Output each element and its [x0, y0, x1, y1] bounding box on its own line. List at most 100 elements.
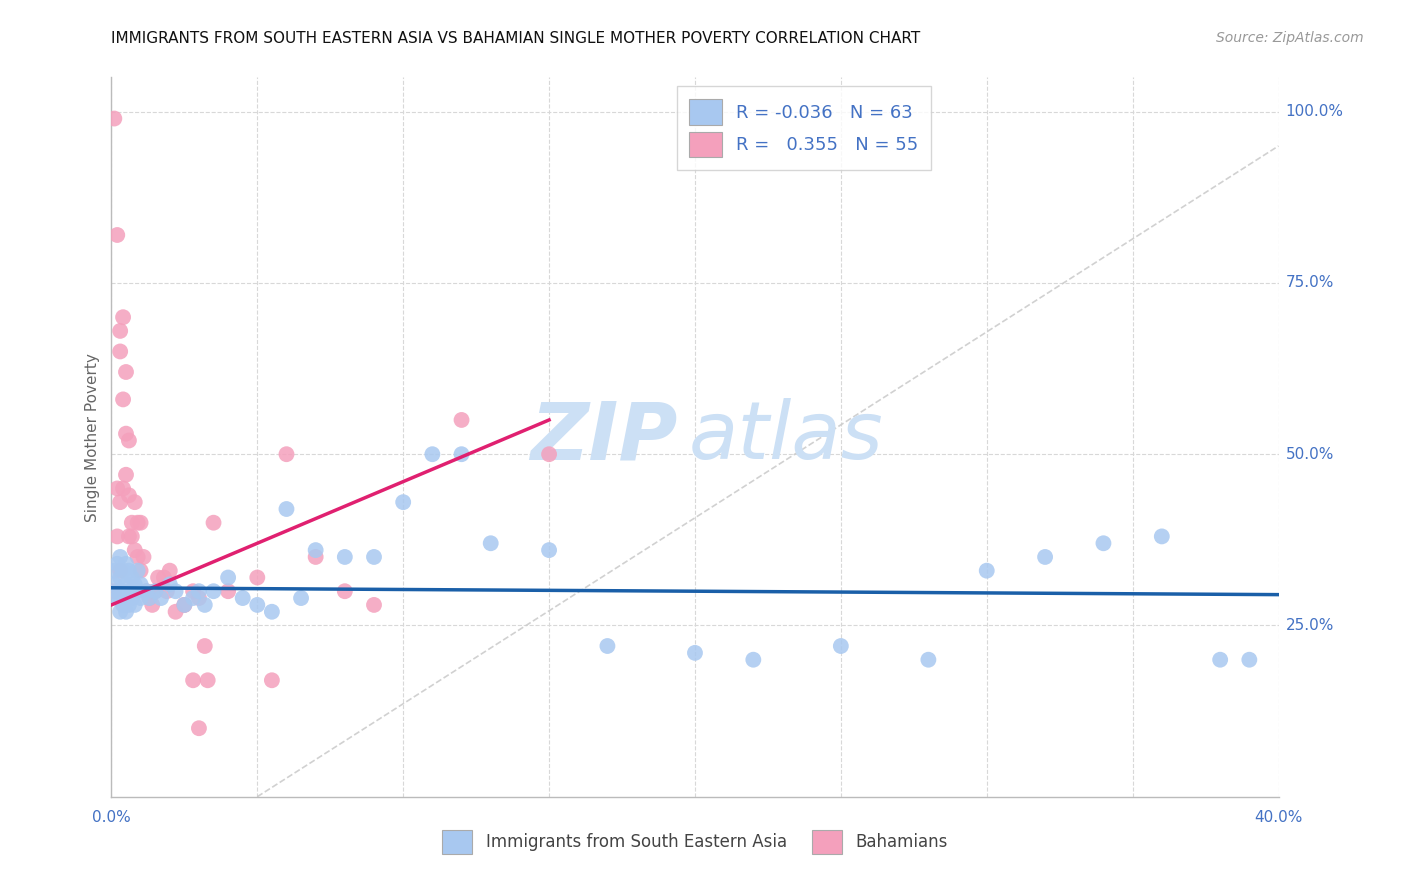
Point — [1092, 536, 1115, 550]
Point — [143, 584, 166, 599]
Point — [173, 598, 195, 612]
Point — [121, 591, 143, 605]
Point — [112, 482, 135, 496]
Point — [450, 413, 472, 427]
Point — [217, 584, 239, 599]
Point — [103, 577, 125, 591]
Point — [276, 447, 298, 461]
Point — [232, 591, 254, 605]
Point — [138, 591, 160, 605]
Point — [135, 584, 157, 599]
Point — [132, 549, 155, 564]
Point — [129, 516, 152, 530]
Point — [115, 605, 138, 619]
Point — [118, 488, 141, 502]
Text: 0.0%: 0.0% — [91, 810, 131, 825]
Point — [290, 591, 312, 605]
Point — [127, 516, 149, 530]
Point — [246, 598, 269, 612]
Point — [103, 564, 125, 578]
Point — [305, 549, 328, 564]
Point — [112, 564, 135, 578]
Point — [181, 673, 204, 688]
Point — [118, 434, 141, 448]
Point — [108, 549, 131, 564]
Point — [181, 584, 204, 599]
Point — [129, 591, 152, 605]
Text: ZIP: ZIP — [530, 398, 678, 476]
Legend: Immigrants from South Eastern Asia, Bahamians: Immigrants from South Eastern Asia, Baha… — [436, 823, 955, 860]
Point — [112, 392, 135, 407]
Point — [305, 543, 328, 558]
Point — [1033, 549, 1056, 564]
Point — [108, 605, 131, 619]
Point — [165, 584, 187, 599]
Point — [103, 584, 125, 599]
Text: 100.0%: 100.0% — [1285, 104, 1344, 120]
Point — [115, 365, 138, 379]
Point — [108, 324, 131, 338]
Point — [165, 605, 187, 619]
Point — [124, 577, 146, 591]
Text: 75.0%: 75.0% — [1285, 276, 1334, 291]
Point — [159, 564, 181, 578]
Point — [830, 639, 852, 653]
Point — [538, 543, 561, 558]
Point — [683, 646, 706, 660]
Point — [181, 591, 204, 605]
Point — [121, 570, 143, 584]
Point — [108, 344, 131, 359]
Point — [917, 653, 939, 667]
Point — [246, 570, 269, 584]
Point — [138, 591, 160, 605]
Point — [118, 598, 141, 612]
Point — [153, 570, 176, 584]
Point — [127, 549, 149, 564]
Text: 25.0%: 25.0% — [1285, 618, 1334, 633]
Point — [103, 112, 125, 126]
Y-axis label: Single Mother Poverty: Single Mother Poverty — [86, 352, 100, 522]
Point — [112, 598, 135, 612]
Point — [194, 598, 217, 612]
Point — [276, 502, 298, 516]
Point — [108, 591, 131, 605]
Point — [124, 598, 146, 612]
Point — [422, 447, 444, 461]
Point — [108, 570, 131, 584]
Point — [1239, 653, 1261, 667]
Point — [115, 557, 138, 571]
Point — [156, 584, 179, 599]
Point — [127, 564, 149, 578]
Point — [129, 564, 152, 578]
Text: atlas: atlas — [689, 398, 884, 476]
Point — [159, 577, 181, 591]
Point — [260, 673, 283, 688]
Point — [333, 549, 356, 564]
Point — [112, 310, 135, 325]
Point — [479, 536, 502, 550]
Point — [596, 639, 619, 653]
Point — [1209, 653, 1232, 667]
Point — [129, 577, 152, 591]
Point — [173, 598, 195, 612]
Point — [121, 529, 143, 543]
Point — [333, 584, 356, 599]
Point — [115, 577, 138, 591]
Point — [146, 570, 169, 584]
Point — [115, 591, 138, 605]
Point — [187, 591, 209, 605]
Point — [115, 467, 138, 482]
Point — [121, 516, 143, 530]
Point — [118, 564, 141, 578]
Point — [173, 598, 195, 612]
Point — [118, 529, 141, 543]
Point — [135, 584, 157, 599]
Point — [538, 447, 561, 461]
Point — [742, 653, 765, 667]
Point — [1150, 529, 1173, 543]
Point — [118, 584, 141, 599]
Point — [105, 482, 128, 496]
Point — [127, 584, 149, 599]
Point — [976, 564, 998, 578]
Text: Source: ZipAtlas.com: Source: ZipAtlas.com — [1216, 31, 1364, 45]
